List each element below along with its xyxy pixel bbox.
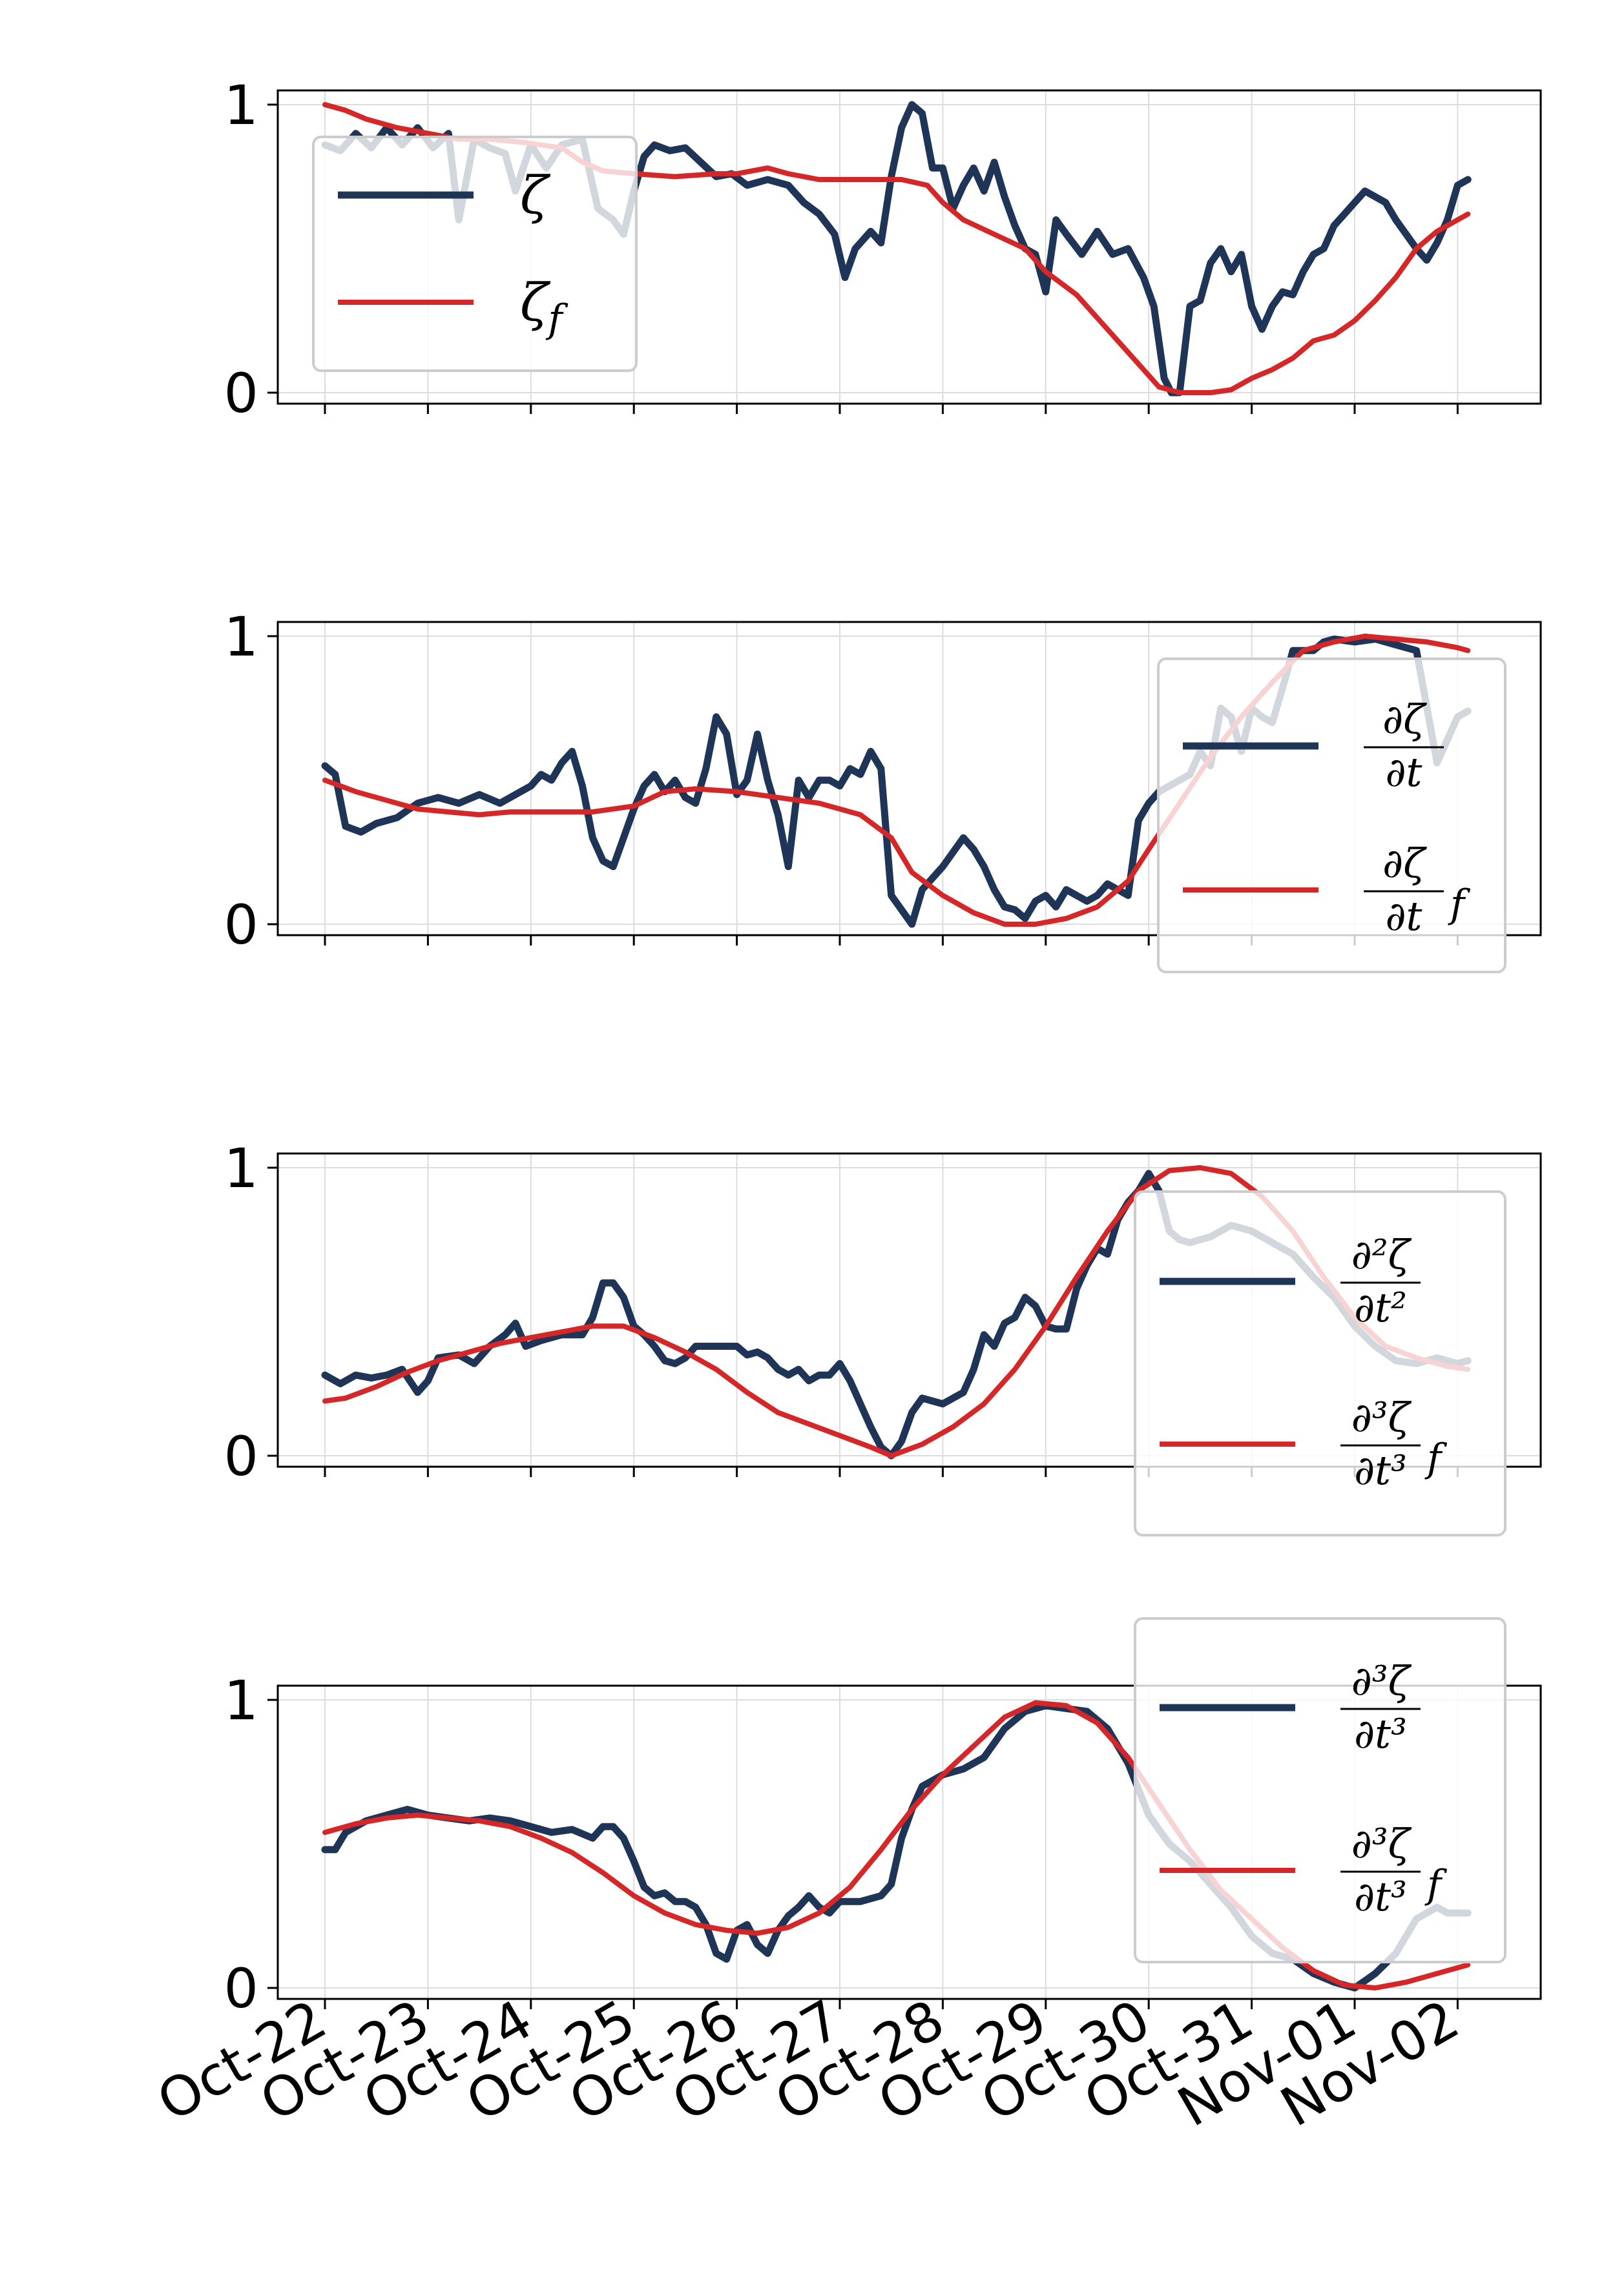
subplot-1: 0 1 ζζf <box>224 74 1542 425</box>
axes-frame <box>276 89 1542 405</box>
subplot-3: 01∂²ζ∂t²∂³ζ∂t³ f <box>224 1137 1542 1536</box>
subplot-2: 01∂ζ∂t∂ζ∂t f <box>224 605 1542 973</box>
y-tick-label: 1 <box>224 1669 258 1732</box>
series-line-2 <box>322 634 1471 927</box>
legend-box <box>312 136 638 372</box>
subplot-4: 01Oct-22Oct-23Oct-24Oct-25Oct-26Oct-27Oc… <box>147 1617 1542 2139</box>
legend-label-numerator: ∂ζ <box>1382 840 1427 887</box>
legend-box <box>1157 657 1506 973</box>
legend-label: ζ <box>520 165 551 225</box>
y-tick-label: 0 <box>224 1425 258 1488</box>
y-tick-label: 0 <box>224 1957 258 2020</box>
legend-label-denominator: ∂t³ <box>1354 1873 1407 1920</box>
axes-frame <box>276 1152 1542 1468</box>
legend-label-denominator: ∂t² <box>1354 1284 1407 1331</box>
legend-label-numerator: ∂³ζ <box>1351 1394 1412 1441</box>
legend-label-denominator: ∂t <box>1386 749 1422 796</box>
y-tick-label: 1 <box>224 74 258 137</box>
legend-label-denominator: ∂t <box>1386 893 1422 940</box>
y-tick-label: 0 <box>224 362 258 425</box>
legend: ∂²ζ∂t²∂³ζ∂t³ f <box>1134 1190 1506 1536</box>
legend: ∂ζ∂t∂ζ∂t f <box>1157 657 1506 973</box>
legend-label-numerator: ∂²ζ <box>1351 1231 1412 1278</box>
legend-label-denominator: ∂t³ <box>1354 1447 1407 1494</box>
legend-label-numerator: ∂ζ <box>1382 696 1427 743</box>
legend-label-numerator: ∂³ζ <box>1351 1657 1412 1704</box>
y-tick-label: 1 <box>224 605 258 668</box>
y-tick-label: 1 <box>224 1137 258 1200</box>
legend-box <box>1134 1190 1506 1536</box>
legend-box <box>1134 1617 1506 1963</box>
axes-frame <box>276 1684 1542 2000</box>
legend-label-denominator: ∂t³ <box>1354 1710 1407 1757</box>
y-tick-label: 0 <box>224 893 258 957</box>
legend: ∂³ζ∂t³∂³ζ∂t³ f <box>1134 1617 1506 1963</box>
axes-frame <box>276 621 1542 936</box>
legend-label-numerator: ∂³ζ <box>1351 1820 1412 1867</box>
legend: ζζf <box>312 136 638 372</box>
